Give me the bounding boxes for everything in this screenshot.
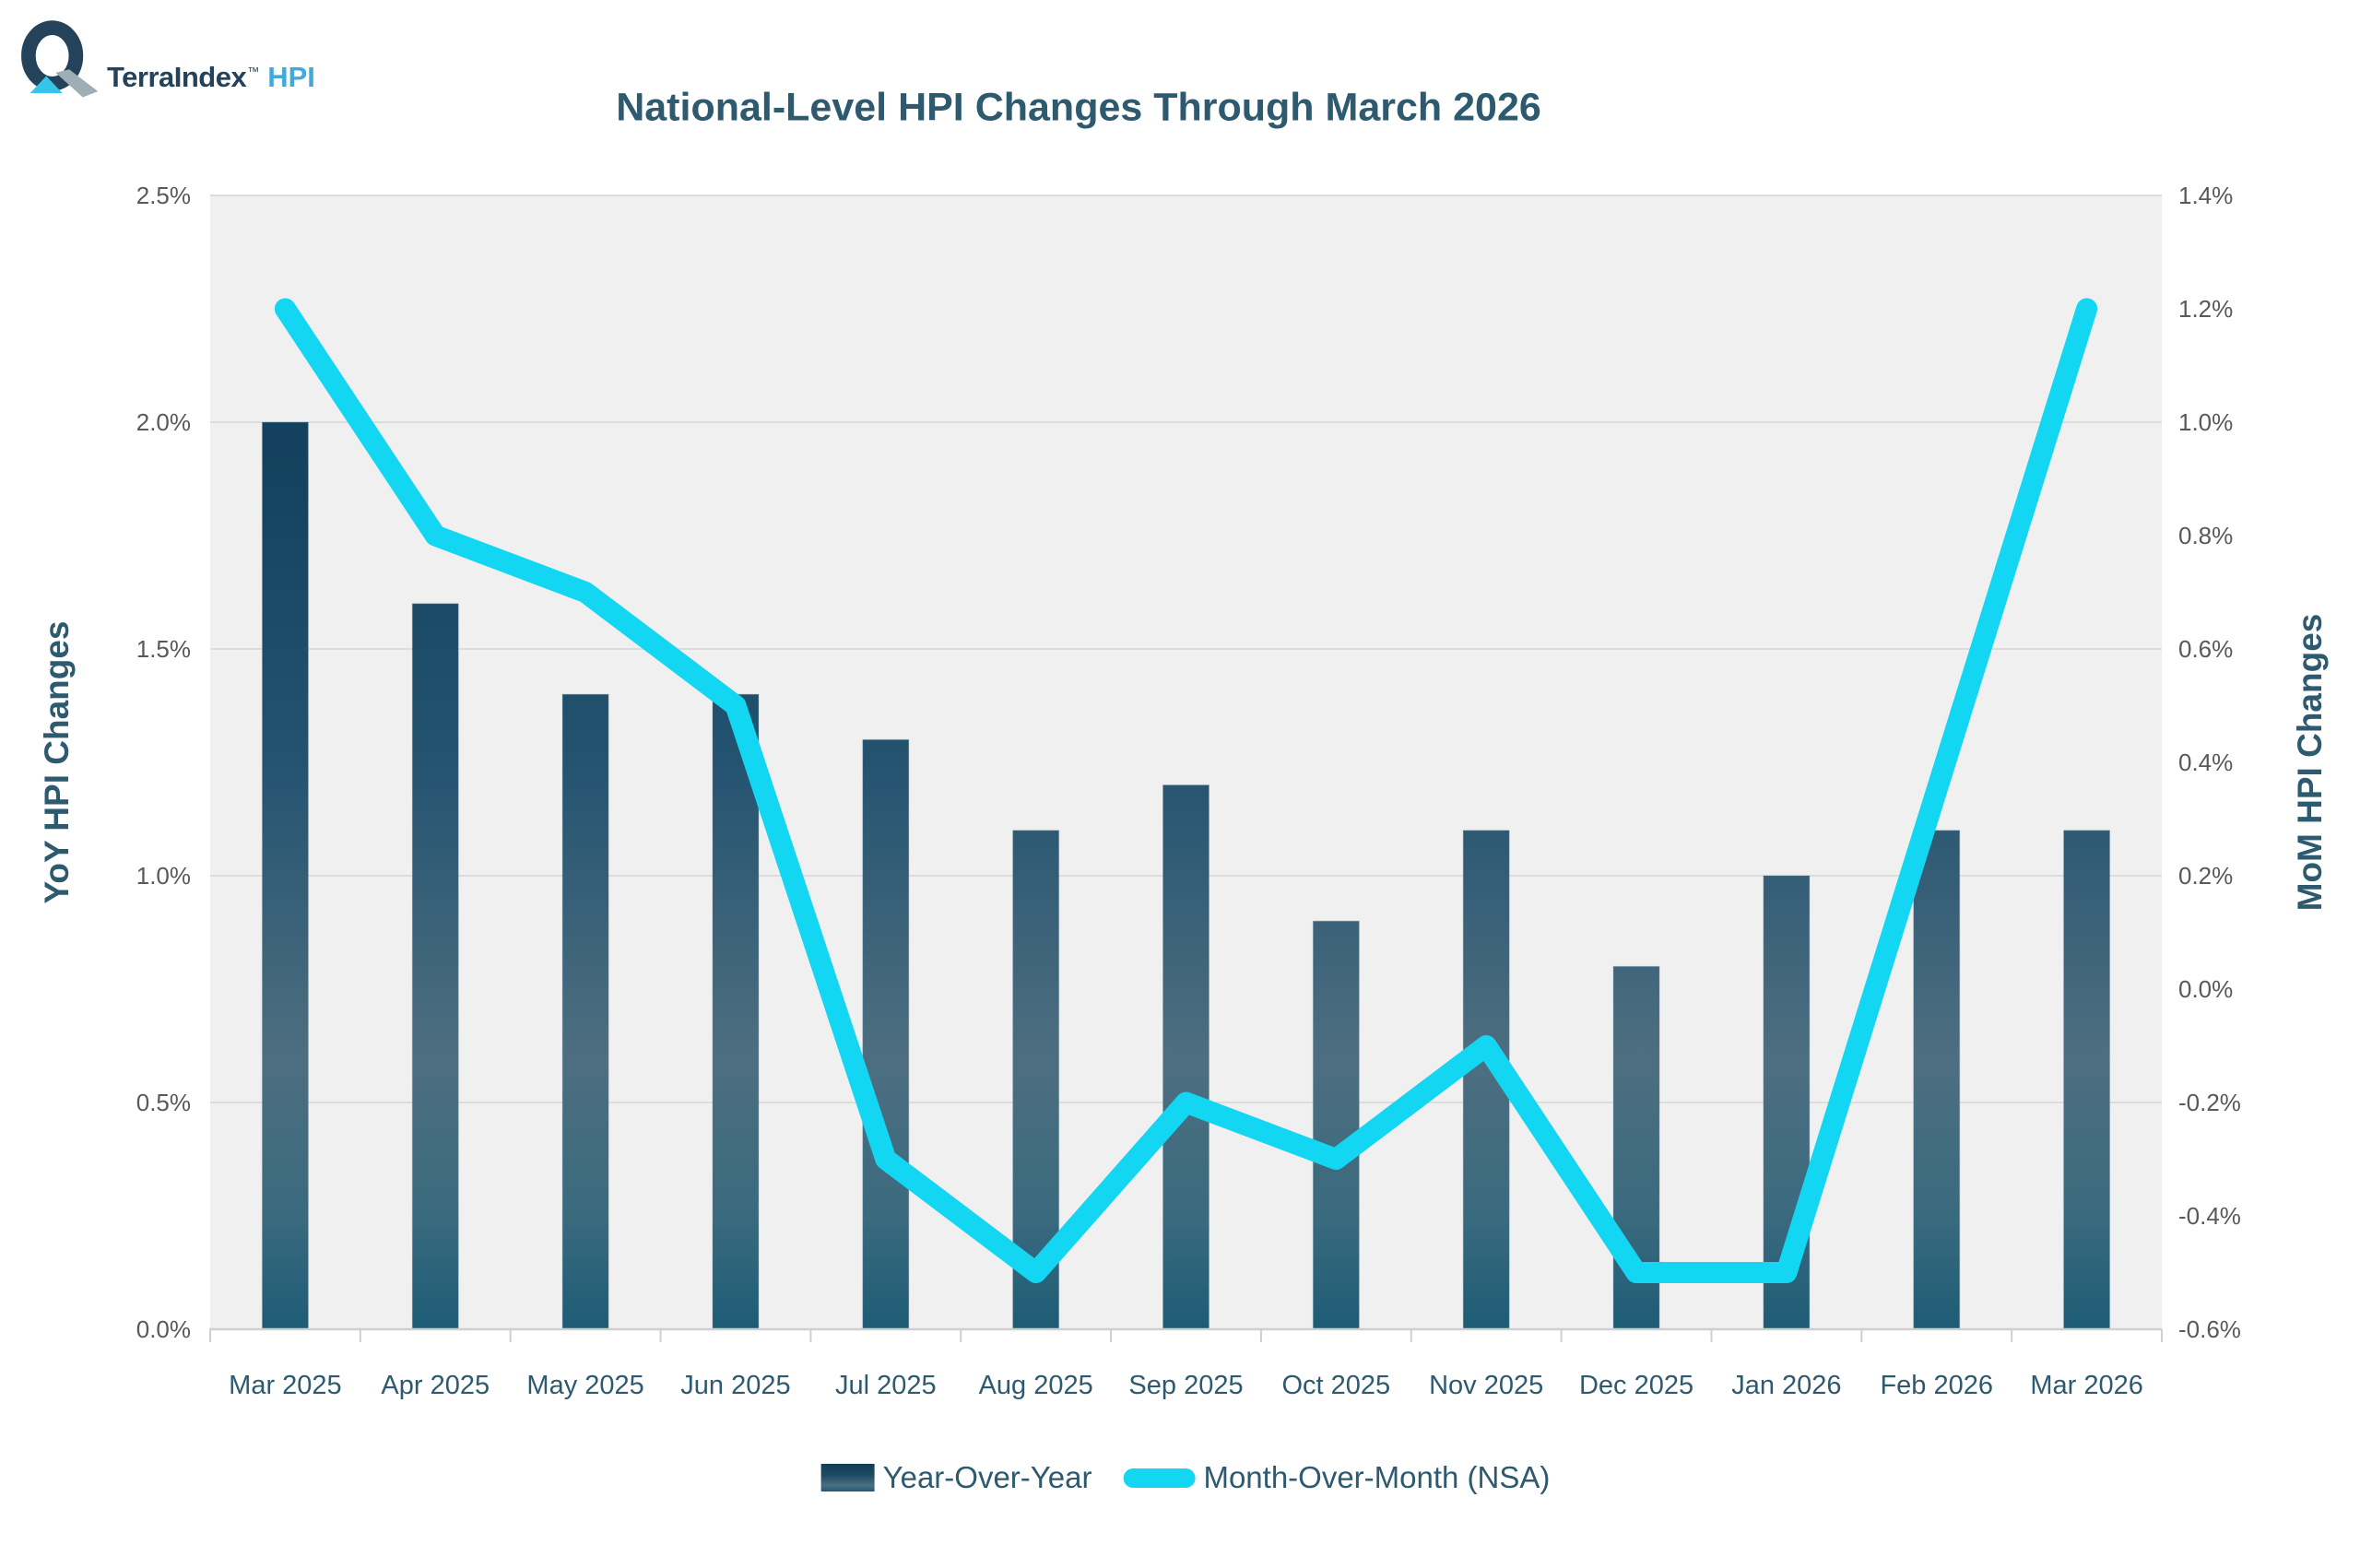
bar-year-over-year	[261, 421, 309, 1330]
right-axis-tick-label: 1.0%	[2178, 408, 2233, 436]
bar-year-over-year	[1162, 784, 1210, 1330]
legend-bar-label: Year-Over-Year	[882, 1460, 1092, 1494]
legend-bar-swatch	[820, 1464, 875, 1491]
left-axis-tick-label: 0.0%	[136, 1315, 191, 1343]
brand-name: TerraIndex	[107, 61, 247, 93]
month-over-month-line	[274, 298, 2098, 1283]
legend-item-yoy: Year-Over-Year	[820, 1460, 1092, 1495]
left-axis-tick-label: 2.0%	[136, 408, 191, 436]
left-axis-tick-label: 2.5%	[136, 182, 191, 209]
bar-year-over-year	[1913, 830, 1961, 1330]
x-axis-category-label: May 2025	[526, 1371, 643, 1400]
right-axis-tick-label: -0.4%	[2178, 1202, 2241, 1230]
x-axis-category-label: Feb 2026	[1880, 1371, 1993, 1400]
x-axis-category-label: Nov 2025	[1429, 1371, 1543, 1400]
right-axis-tick-label: 0.4%	[2178, 749, 2233, 776]
x-axis-category-label: Sep 2025	[1128, 1371, 1243, 1400]
legend: Year-Over-Year Month-Over-Month (NSA)	[820, 1460, 1550, 1495]
legend-line-swatch	[1123, 1468, 1196, 1488]
x-axis-category-label: Jun 2025	[680, 1371, 790, 1400]
x-axis-category-label: Dec 2025	[1579, 1371, 1693, 1400]
right-axis-tick-label: -0.6%	[2178, 1315, 2241, 1343]
right-axis-tick-label: 0.0%	[2178, 975, 2233, 1003]
right-axis-tick-label: -0.2%	[2178, 1089, 2241, 1116]
brand-logo-wordmark: TerraIndex ™ HPI	[107, 61, 315, 103]
bar-year-over-year	[411, 603, 459, 1330]
right-axis-title: MoM HPI Changes	[2291, 613, 2329, 912]
bar-year-over-year	[2063, 830, 2111, 1330]
left-axis-title: YoY HPI Changes	[38, 620, 76, 904]
x-axis-category-label: Oct 2025	[1282, 1371, 1391, 1400]
right-axis-tick-label: 1.2%	[2178, 295, 2233, 323]
left-axis-tick-label: 0.5%	[136, 1089, 191, 1116]
trademark-symbol: ™	[247, 65, 260, 78]
right-axis-tick-label: 0.8%	[2178, 522, 2233, 549]
x-axis-category-label: Jul 2025	[835, 1371, 937, 1400]
x-axis-category-label: Aug 2025	[979, 1371, 1093, 1400]
bar-year-over-year	[712, 693, 760, 1330]
brand-logo: TerraIndex ™ HPI	[17, 11, 315, 103]
left-axis-tick-label: 1.0%	[136, 862, 191, 890]
bar-year-over-year	[862, 738, 910, 1330]
left-axis-tick-label: 1.5%	[136, 635, 191, 663]
legend-line-label: Month-Over-Month (NSA)	[1203, 1460, 1551, 1494]
bar-year-over-year	[1312, 920, 1360, 1330]
brand-logo-q-icon	[21, 20, 99, 98]
right-axis-tick-label: 0.6%	[2178, 635, 2233, 663]
x-axis-category-label: Jan 2026	[1731, 1371, 1841, 1400]
right-axis-tick-label: 1.4%	[2178, 182, 2233, 209]
legend-item-mom: Month-Over-Month (NSA)	[1123, 1460, 1550, 1495]
chart-title: National-Level HPI Changes Through March…	[616, 85, 1541, 130]
bar-year-over-year	[561, 693, 609, 1330]
x-axis-category-label: Mar 2026	[2030, 1371, 2143, 1400]
product-name: HPI	[267, 61, 315, 93]
x-axis-category-label: Apr 2025	[381, 1371, 490, 1400]
x-axis-category-label: Mar 2025	[229, 1371, 342, 1400]
right-axis-tick-label: 0.2%	[2178, 862, 2233, 890]
